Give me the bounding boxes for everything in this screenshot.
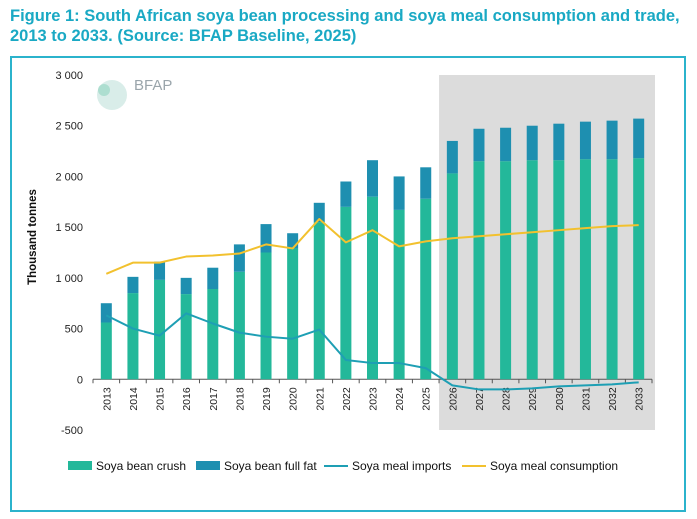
bar-crush	[500, 161, 512, 380]
y-tick-label: 2 500	[55, 121, 83, 133]
x-tick-label: 2020	[288, 387, 300, 411]
x-tick-label: 2016	[181, 387, 193, 411]
x-tick-label: 2015	[155, 387, 167, 411]
bar-crush	[233, 271, 245, 380]
x-tick-label: 2014	[128, 387, 140, 411]
x-tick-label: 2026	[447, 387, 459, 411]
legend-swatch-full-fat	[196, 461, 220, 471]
bar-crush	[420, 198, 432, 380]
bar-full-fat	[100, 303, 112, 323]
x-tick-label: 2019	[261, 387, 273, 411]
bar-full-fat	[233, 244, 245, 272]
x-tick-label: 2017	[208, 387, 220, 411]
legend-label-imports: Soya meal imports	[352, 458, 452, 473]
x-tick-label: 2021	[314, 387, 326, 411]
bar-crush	[127, 293, 139, 380]
x-tick-label: 2032	[607, 387, 619, 411]
line-soya-meal-consumption	[105, 218, 639, 275]
bar-full-fat	[180, 277, 192, 295]
y-tick-label: 1 000	[55, 273, 83, 285]
y-tick-label: -500	[61, 425, 83, 437]
bar-full-fat	[526, 125, 538, 161]
bar-crush	[340, 206, 352, 380]
bar-crush	[446, 173, 458, 380]
logo-text: BFAP	[134, 77, 172, 94]
bar-crush	[180, 294, 192, 380]
legend-item-crush: Soya bean crush	[68, 458, 186, 473]
x-tick-label: 2031	[580, 387, 592, 411]
x-tick-label: 2023	[368, 387, 380, 411]
legend-item-imports: Soya meal imports	[324, 458, 451, 473]
bar-crush	[606, 159, 618, 380]
bar-crush	[473, 161, 485, 380]
logo-mark-dot	[98, 84, 110, 96]
x-tick-label: 2025	[421, 387, 433, 411]
legend-item-consumption: Soya meal consumption	[462, 458, 618, 473]
y-tick-label: 2 000	[55, 171, 83, 183]
bar-crush	[633, 158, 645, 380]
bar-crush	[207, 289, 219, 380]
x-tick-label: 2022	[341, 387, 353, 411]
bar-full-fat	[473, 128, 485, 162]
legend-swatch-imports	[324, 464, 348, 467]
bar-crush	[260, 252, 272, 380]
x-tick-label: 2033	[634, 387, 646, 411]
title-line-2: 2013 to 2033. (Source: BFAP Baseline, 20…	[10, 27, 357, 45]
bar-full-fat	[633, 118, 645, 159]
bar-full-fat	[340, 181, 352, 207]
bar-crush	[287, 248, 299, 380]
y-tick-label: 3 000	[55, 70, 83, 82]
x-tick-label: 2027	[474, 387, 486, 411]
bar-crush	[367, 196, 378, 380]
bar-full-fat	[500, 127, 512, 162]
title-line-1: Figure 1: South African soya bean proces…	[10, 7, 680, 25]
y-axis-label: Thousand tonnes	[27, 189, 39, 285]
bar-crush	[100, 322, 112, 380]
bar-full-fat	[393, 176, 405, 210]
bar-full-fat	[606, 120, 618, 160]
bar-full-fat	[579, 121, 591, 160]
bar-full-fat	[260, 224, 272, 253]
bar-full-fat	[287, 233, 299, 249]
legend-label-crush: Soya bean crush	[96, 458, 187, 473]
y-tick-label: 1 500	[55, 222, 83, 234]
legend-swatch-consumption	[462, 464, 486, 467]
line-soya-meal-imports	[105, 312, 639, 391]
bar-crush	[579, 159, 591, 380]
bar-crush	[393, 209, 405, 380]
y-tick-label: 500	[65, 324, 83, 336]
x-tick-label: 2029	[527, 387, 539, 411]
bar-full-fat	[553, 123, 565, 161]
bar-full-fat	[367, 160, 378, 197]
bar-full-fat	[313, 202, 325, 223]
bar-crush	[553, 160, 565, 380]
projection-shade	[439, 75, 655, 430]
legend-label-full-fat: Soya bean full fat	[224, 458, 317, 473]
bar-full-fat	[207, 267, 219, 290]
x-tick-label: 2028	[501, 387, 513, 411]
chart-title: Figure 1: South African soya bean proces…	[10, 6, 690, 46]
legend-swatch-crush	[68, 461, 92, 471]
bar-full-fat	[127, 276, 139, 294]
x-tick-label: 2030	[554, 387, 566, 411]
x-tick-label: 2013	[101, 387, 113, 411]
y-tick-label: 0	[77, 374, 83, 386]
bar-crush	[526, 160, 538, 380]
bar-full-fat	[446, 140, 458, 174]
legend-label-consumption: Soya meal consumption	[490, 458, 619, 473]
legend-item-full-fat: Soya bean full fat	[196, 458, 317, 473]
bar-full-fat	[420, 167, 432, 199]
bar-crush	[313, 222, 325, 380]
x-tick-label: 2018	[234, 387, 246, 411]
bar-crush	[154, 279, 166, 380]
bfap-logo: BFAP	[97, 77, 172, 110]
bar-full-fat	[154, 261, 166, 280]
x-tick-label: 2024	[394, 387, 406, 411]
